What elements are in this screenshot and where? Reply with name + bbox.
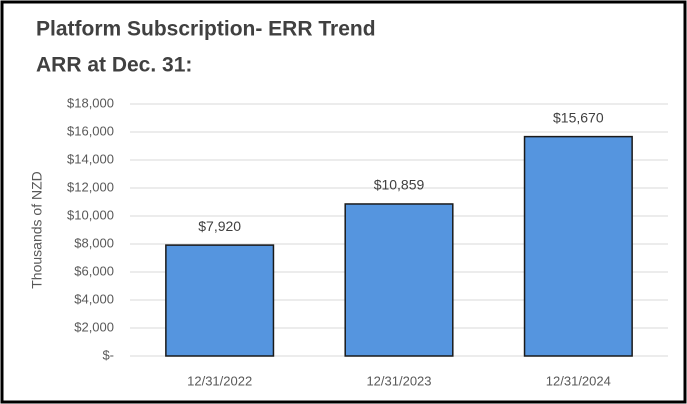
x-tick-label: 12/31/2023: [366, 373, 431, 388]
y-tick-label: $8,000: [74, 235, 114, 250]
y-tick-label: $6,000: [74, 263, 114, 278]
chart-title: Platform Subscription- ERR Trend: [36, 18, 376, 41]
x-tick-label: 12/31/2022: [187, 373, 252, 388]
y-tick-label: $10,000: [67, 207, 114, 222]
y-tick-label: $4,000: [74, 291, 114, 306]
bar: [165, 244, 275, 357]
data-label: $10,859: [374, 177, 425, 193]
y-tick-label: $-: [102, 347, 114, 362]
bar: [523, 135, 633, 357]
x-tick-label: 12/31/2024: [546, 373, 611, 388]
data-label: $15,670: [553, 109, 604, 125]
y-tick-label: $2,000: [74, 319, 114, 334]
y-tick-label: $18,000: [67, 95, 114, 110]
y-tick-label: $12,000: [67, 179, 114, 194]
chart-subtitle: ARR at Dec. 31:: [36, 54, 192, 77]
data-label: $7,920: [198, 218, 241, 234]
y-axis-title: Thousands of NZD: [29, 171, 45, 289]
y-tick-label: $16,000: [67, 123, 114, 138]
bar: [344, 203, 454, 357]
y-tick-label: $14,000: [67, 151, 114, 166]
